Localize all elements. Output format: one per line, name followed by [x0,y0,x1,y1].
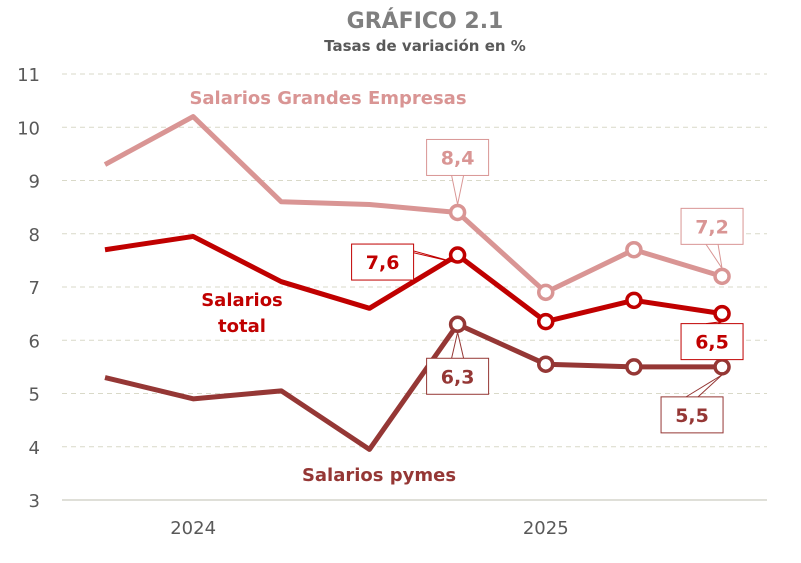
data-label: 6,3 [441,366,475,388]
y-tick-label: 3 [29,491,40,512]
y-tick-label: 4 [29,438,40,459]
data-point-marker [713,358,731,376]
y-tick-label: 7 [29,278,40,299]
x-tick-label: 2025 [523,518,569,539]
series-label-pymes: Salarios pymes [302,465,456,486]
x-tick-label: 2024 [170,518,216,539]
data-point-marker [625,358,643,376]
callout-box [426,138,490,176]
data-point-marker [537,283,555,302]
data-label: 6,5 [695,332,729,354]
callout-box [680,323,744,361]
series-label-total-2: total [218,316,266,337]
data-point-marker [713,304,731,323]
series-line [104,233,723,325]
data-point-marker [448,246,467,264]
callout-pointer [451,332,465,359]
series-line [103,114,723,295]
callout-box [680,207,744,245]
data-point-marker [713,267,731,286]
y-tick-label: 5 [29,385,40,406]
data-point-marker [448,315,467,334]
callout-box [426,357,490,395]
data-point-marker [625,291,643,310]
series-label-grandes: Salarios Grandes Empresas [189,88,466,109]
data-label: 5,5 [675,405,709,427]
chart-subtitle: Tasas de variación en % [324,37,526,55]
series-line [104,321,723,452]
data-label: 7,2 [695,216,729,238]
callout-pointer [705,244,723,269]
y-tick-label: 6 [29,331,40,352]
data-point-marker [537,355,555,373]
y-tick-label: 9 [29,172,40,193]
y-tick-label: 8 [29,225,40,246]
data-point-marker [625,240,643,259]
data-point-marker [537,312,555,331]
series-label-total-1: Salarios [201,290,283,311]
y-tick-label: 10 [17,118,40,139]
callout-pointer [685,374,723,398]
data-label: 8,4 [441,147,475,169]
y-tick-label: 11 [17,65,40,86]
chart-title: GRÁFICO 2.1 [347,8,504,34]
callout-pointer [451,175,465,205]
callout-box [660,396,724,434]
data-point-marker [448,203,467,222]
data-label: 7,6 [366,252,400,274]
callout-box [351,243,415,281]
